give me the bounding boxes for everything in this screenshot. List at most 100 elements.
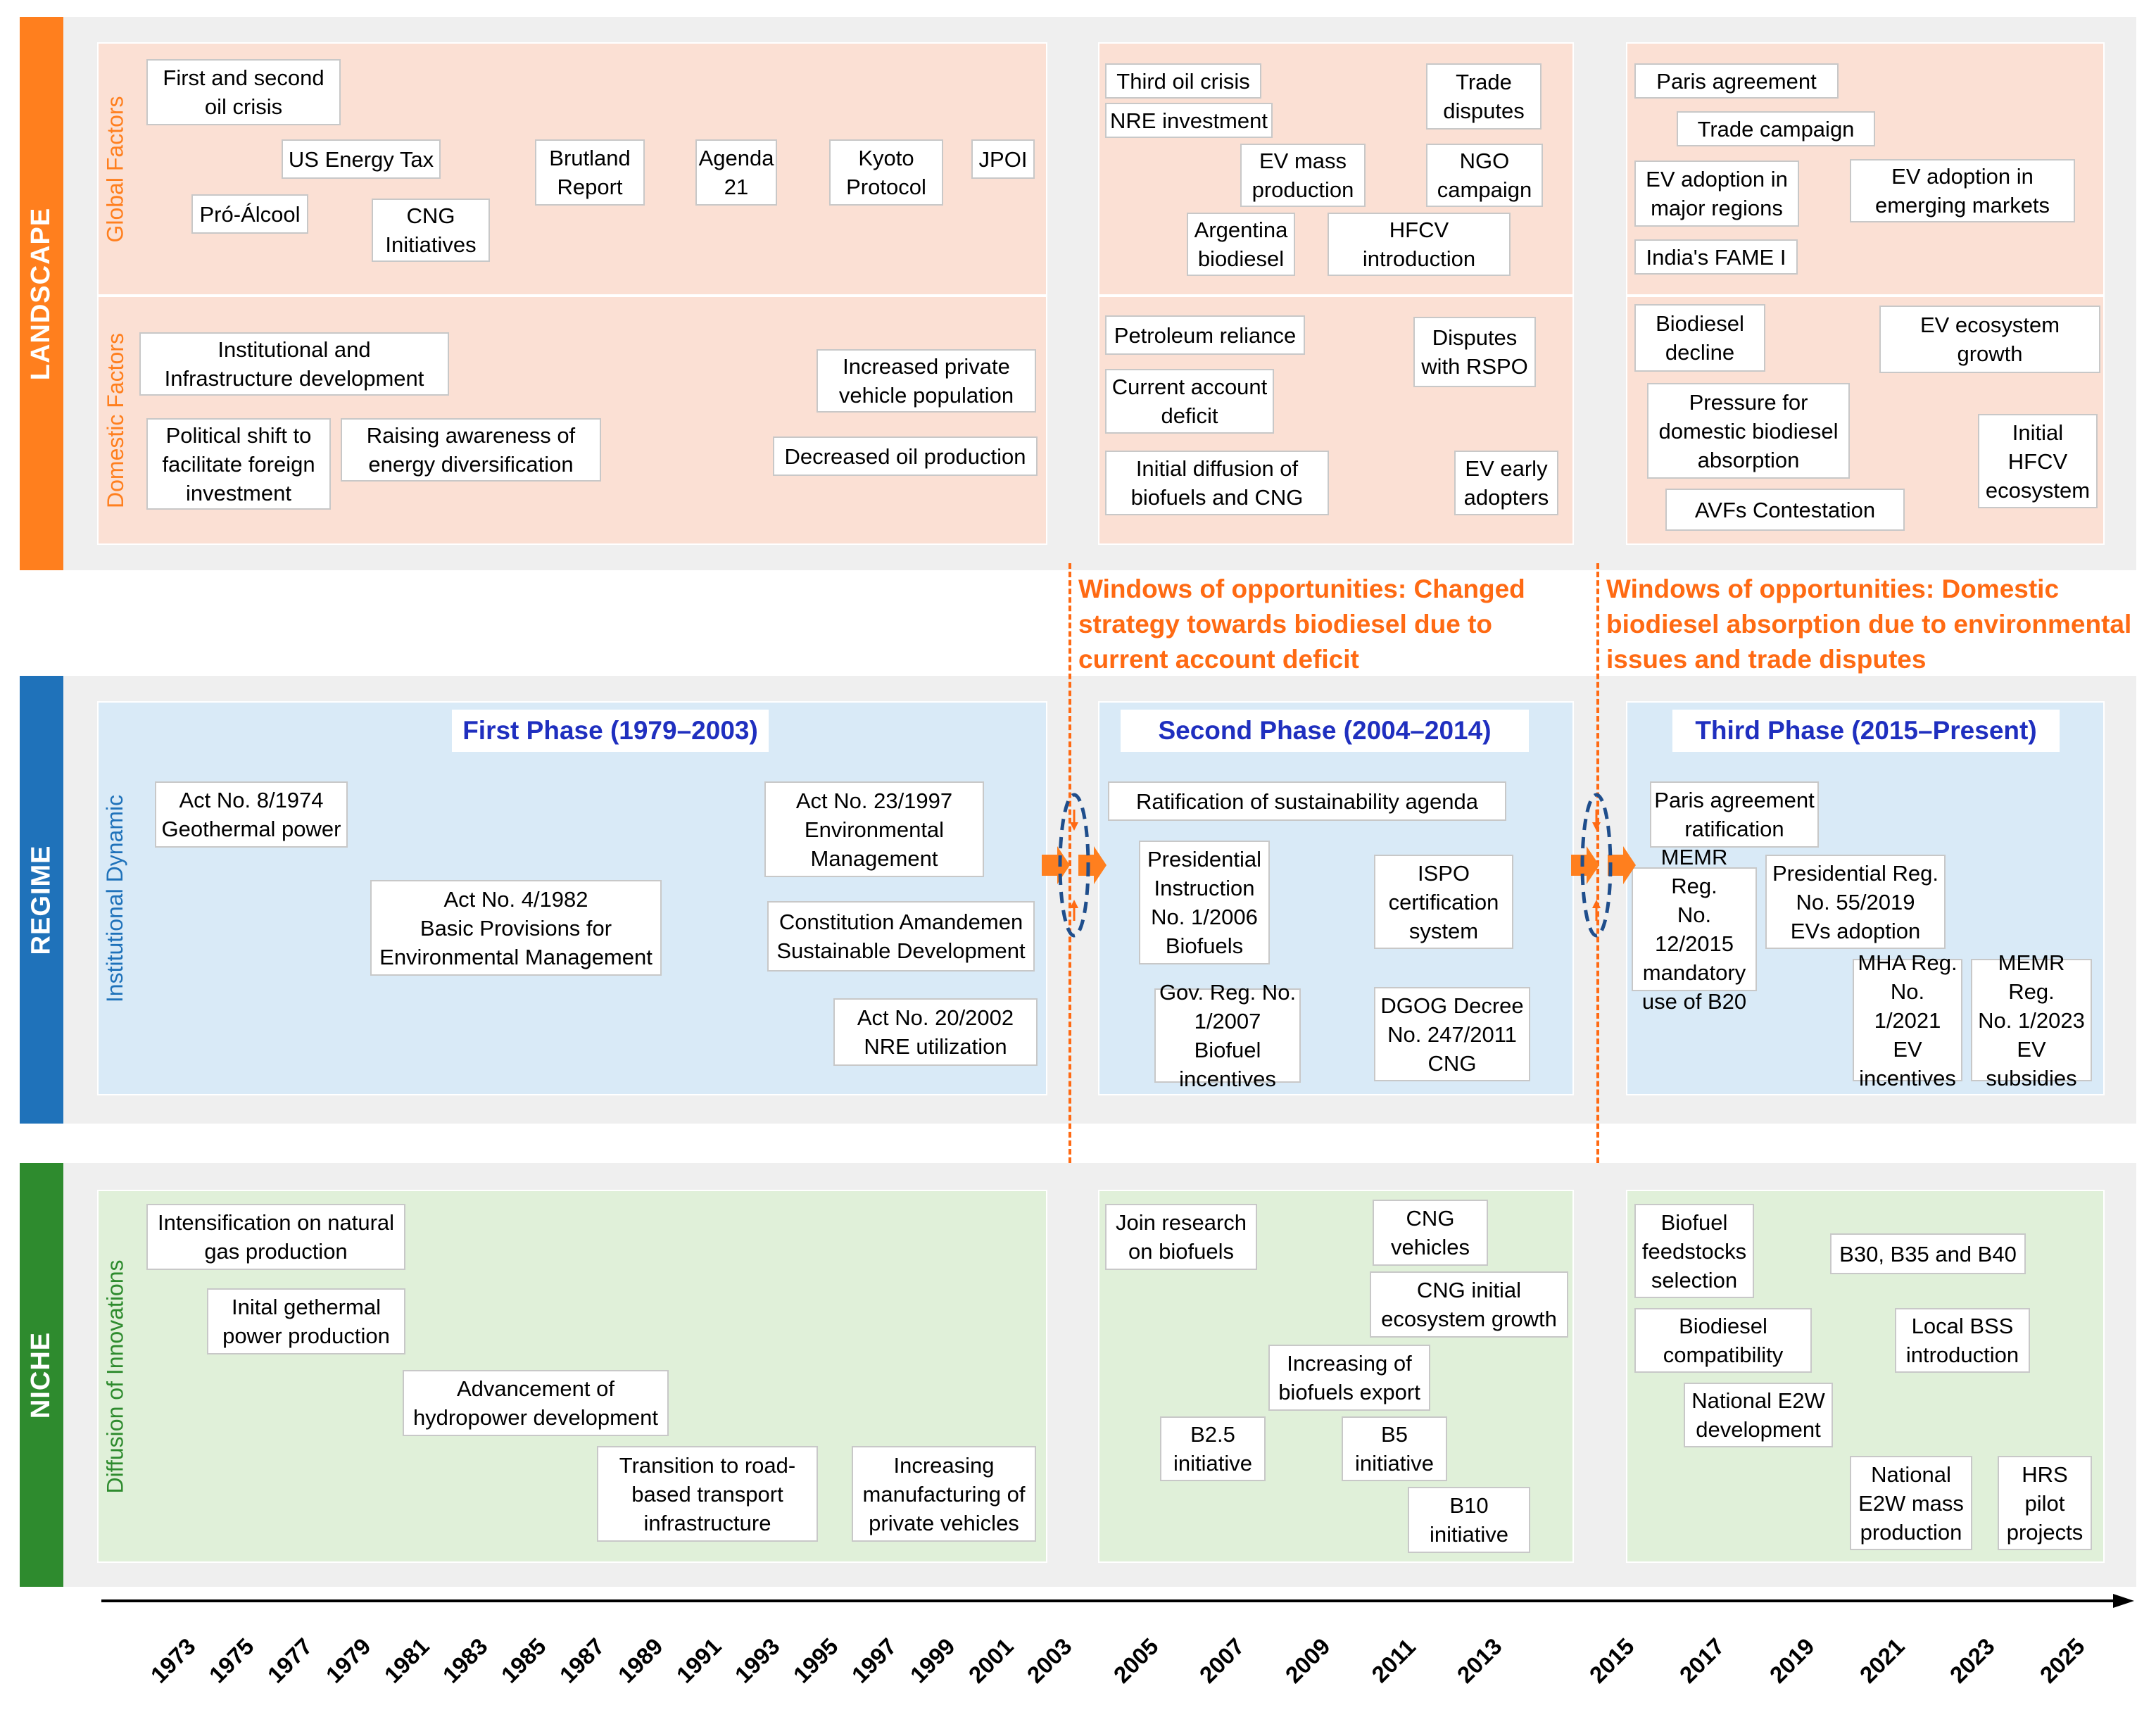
box-biodiesel-compatibility: Biodiesel compatibility (1634, 1308, 1812, 1373)
year-label-2013: 2013 (1451, 1633, 1507, 1688)
box-paris-agreement: Paris agreement (1634, 63, 1839, 99)
year-label-2025: 2025 (2034, 1633, 2090, 1688)
box-pro-alcool: Pró-Álcool (191, 194, 308, 234)
box-us-energy-tax: US Energy Tax (282, 139, 441, 179)
landscape-layer-label: LANDSCAPE (20, 17, 63, 570)
box-ev-early-adopters: EV early adopters (1454, 451, 1558, 515)
box-increased-private-vehicle: Increased private vehicle population (817, 349, 1036, 413)
box-initial-hfcv-ecosystem: Initial HFCV ecosystem (1978, 414, 2098, 508)
timeline-axis (101, 1594, 2134, 1608)
niche-layer-label: NICHE (20, 1163, 63, 1587)
box-cng-ecosystem-growth: CNG initial ecosystem growth (1370, 1271, 1568, 1338)
box-b25-initiative: B2.5 initiative (1160, 1416, 1266, 1481)
box-decreased-oil-production: Decreased oil production (773, 436, 1038, 476)
institutional-dynamic-label: Institutional Dynamic (102, 794, 128, 1002)
box-memr-reg-1-2023: MEMR Reg. No. 1/2023 EV subsidies (1971, 950, 2092, 1090)
box-manufacturing-private-vehicles: Increasing manufacturing of private vehi… (852, 1446, 1036, 1542)
window-of-opportunity-1: Windows of opportunities: Changed strate… (1078, 574, 1525, 674)
box-paris-agreement-ratification: Paris agreement ratification (1650, 781, 1819, 848)
box-presidential-instruction-2006: Presidential Instruction No. 1/2006 Biof… (1139, 841, 1270, 964)
box-nre-investment: NRE investment (1105, 103, 1273, 138)
year-label-2017: 2017 (1674, 1633, 1729, 1688)
box-india-fame: India's FAME I (1634, 239, 1798, 275)
year-label-2021: 2021 (1854, 1633, 1910, 1688)
box-biofuels-export: Increasing of biofuels export (1268, 1345, 1430, 1411)
year-label-2015: 2015 (1584, 1633, 1639, 1688)
box-ispo-certification: ISPO certification system (1374, 855, 1513, 949)
dashed-ellipse-icon (1580, 793, 1613, 938)
box-biodiesel-decline: Biodiesel decline (1634, 304, 1765, 372)
year-label-1975: 1975 (203, 1633, 259, 1688)
year-label-1993: 1993 (729, 1633, 785, 1688)
box-constitution-amandemen: Constitution Amandemen Sustainable Devel… (767, 901, 1035, 972)
year-label-2009: 2009 (1280, 1633, 1335, 1688)
year-label-1981: 1981 (379, 1633, 434, 1688)
box-political-shift: Political shift to facilitate foreign in… (146, 418, 331, 510)
box-join-research-biofuels: Join research on biofuels (1105, 1204, 1257, 1270)
year-label-1973: 1973 (145, 1633, 201, 1688)
year-label-2001: 2001 (963, 1633, 1019, 1688)
year-label-1995: 1995 (788, 1633, 843, 1688)
box-hfcv-introduction: HFCV introduction (1328, 213, 1511, 276)
global-factors-label: Global Factors (102, 95, 128, 243)
box-hydropower-development: Advancement of hydropower development (403, 1370, 669, 1436)
diffusion-innovations-label: Diffusion of Innovations (102, 1259, 128, 1494)
year-label-2011: 2011 (1366, 1633, 1421, 1688)
box-local-bss-introduction: Local BSS introduction (1895, 1308, 2030, 1373)
box-institutional-infrastructure: Institutional and Infrastructure develop… (139, 332, 449, 396)
box-trade-disputes: Trade disputes (1426, 63, 1542, 130)
box-ratification-sustainability: Ratification of sustainability agenda (1108, 781, 1506, 821)
year-label-1987: 1987 (554, 1633, 610, 1688)
transition-marker-2 (1571, 793, 1636, 938)
box-first-second-oil-crisis: First and second oil crisis (146, 59, 341, 125)
year-label-1979: 1979 (320, 1633, 376, 1688)
box-raising-awareness: Raising awareness of energy diversificat… (341, 418, 601, 482)
box-ev-major-regions: EV adoption in major regions (1634, 161, 1799, 227)
box-argentina-biodiesel: Argentina biodiesel (1187, 213, 1295, 276)
year-label-2005: 2005 (1108, 1633, 1164, 1688)
window-divider-1 (1068, 563, 1071, 1163)
year-label-2019: 2019 (1764, 1633, 1820, 1688)
box-ev-emerging-markets: EV adoption in emerging markets (1850, 159, 2075, 222)
box-act-20-2002: Act No. 20/2002 NRE utilization (833, 998, 1038, 1066)
year-label-1977: 1977 (262, 1633, 317, 1688)
transition-marker-1 (1042, 793, 1107, 938)
box-ngo-campaign: NGO campaign (1426, 144, 1543, 207)
box-b5-initiative: B5 initiative (1342, 1416, 1447, 1481)
box-trade-campaign: Trade campaign (1677, 111, 1875, 146)
box-gov-reg-2007: Gov. Reg. No. 1/2007 Biofuel incentives (1154, 980, 1301, 1091)
year-label-1997: 1997 (846, 1633, 902, 1688)
year-label-1991: 1991 (671, 1633, 726, 1688)
year-label-1989: 1989 (612, 1633, 668, 1688)
box-cng-initiatives: CNG Initiatives (372, 199, 490, 262)
phase-title-third: Third Phase (2015–Present) (1672, 710, 2060, 752)
box-cng-vehicles: CNG vehicles (1373, 1200, 1488, 1266)
box-brutland-report: Brutland Report (535, 139, 645, 206)
box-presidential-reg-55-2019: Presidential Reg. No. 55/2019 EVs adopti… (1765, 855, 1946, 949)
box-third-oil-crisis: Third oil crisis (1105, 63, 1261, 99)
box-biofuel-feedstocks-selection: Biofuel feedstocks selection (1634, 1204, 1754, 1298)
box-road-transport-infrastructure: Transition to road- based transport infr… (597, 1446, 818, 1542)
right-arrow-icon (1078, 846, 1107, 884)
regime-layer-label: REGIME (20, 676, 63, 1124)
box-ev-ecosystem-growth: EV ecosystem growth (1879, 306, 2100, 373)
box-act-4-1982: Act No. 4/1982 Basic Provisions for Envi… (370, 880, 662, 976)
box-petroleum-reliance: Petroleum reliance (1105, 315, 1305, 355)
phase-title-first: First Phase (1979–2003) (452, 710, 769, 752)
window-of-opportunity-2: Windows of opportunities: Domestic biodi… (1606, 574, 2132, 674)
box-avfs-contestation: AVFs Contestation (1665, 489, 1905, 531)
box-inital-gethermal: Inital gethermal power production (207, 1288, 405, 1354)
year-label-2003: 2003 (1021, 1633, 1077, 1688)
box-act-8-1974: Act No. 8/1974 Geothermal power (155, 781, 348, 848)
dashed-ellipse-icon (1058, 793, 1090, 938)
box-natural-gas-production: Intensification on natural gas productio… (146, 1204, 405, 1270)
box-initial-diffusion: Initial diffusion of biofuels and CNG (1105, 451, 1329, 515)
box-b30-b35-b40: B30, B35 and B40 (1830, 1233, 2026, 1274)
box-act-23-1997: Act No. 23/1997 Environmental Management (764, 781, 984, 877)
box-kyoto-protocol: Kyoto Protocol (829, 139, 943, 206)
year-label-2007: 2007 (1194, 1633, 1249, 1688)
year-label-2023: 2023 (1944, 1633, 2000, 1688)
box-national-e2w-mass-production: National E2W mass production (1850, 1456, 1972, 1550)
axis-arrow-icon (2113, 1594, 2134, 1608)
right-arrow-icon (1571, 846, 1599, 884)
